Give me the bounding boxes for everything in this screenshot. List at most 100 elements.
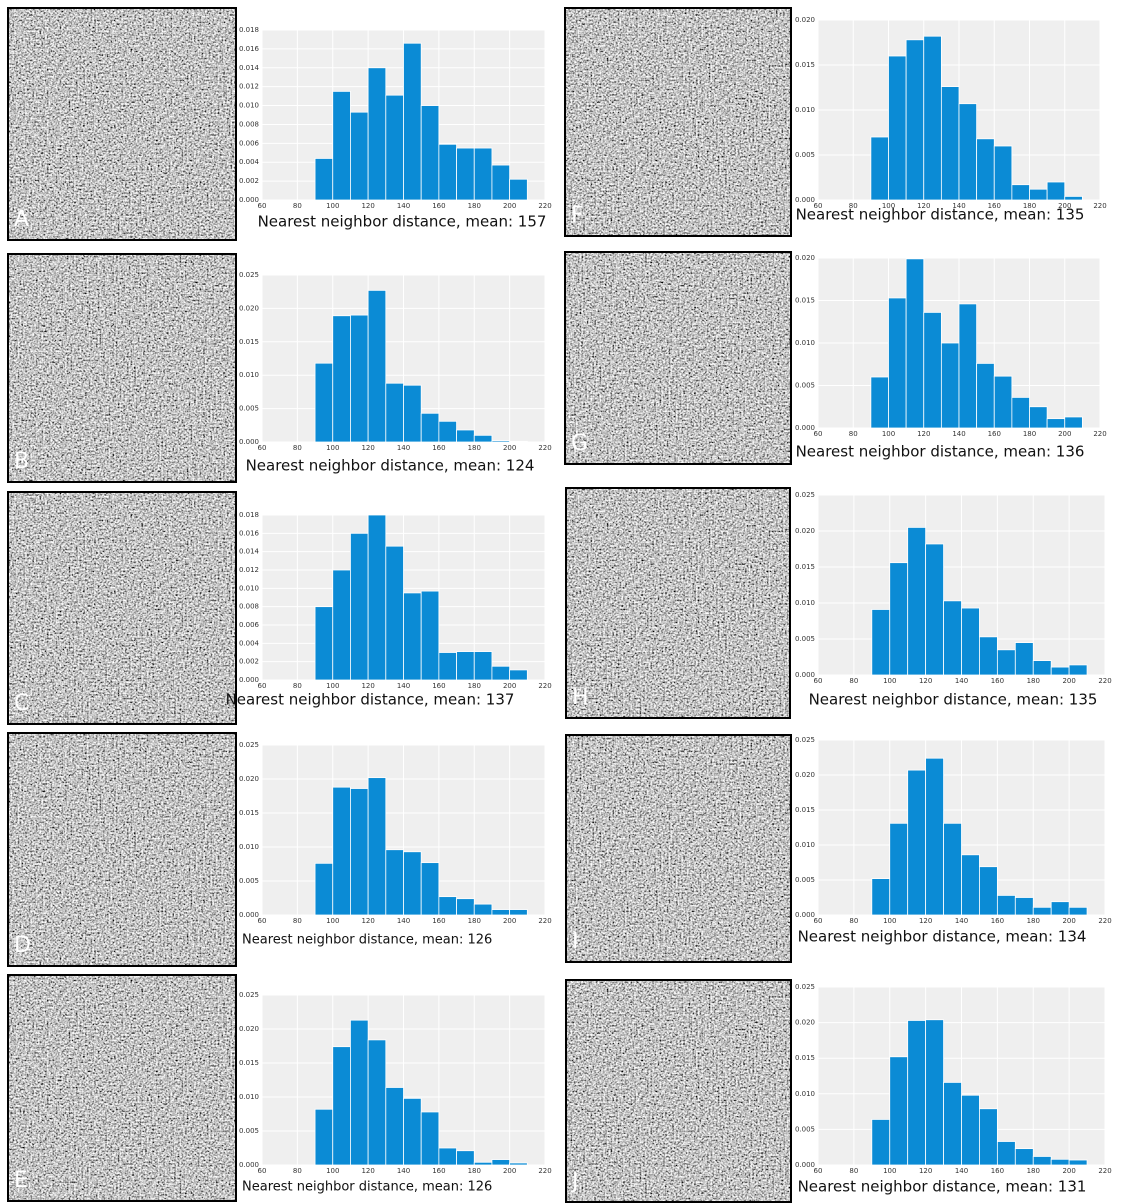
bar <box>870 376 889 429</box>
panel: G 60 80 100 120 140 160 180 200 220 0.000 0.005 0.01… <box>564 251 1107 465</box>
x-tick-label: 160 <box>988 430 1001 438</box>
y-tick-label: 0.010 <box>239 1093 259 1101</box>
y-tick-label: 0.018 <box>239 511 259 519</box>
bar <box>367 67 387 201</box>
bar <box>871 609 891 676</box>
x-tick-label: 140 <box>952 202 965 210</box>
x-tick-label: 80 <box>293 1167 302 1175</box>
panel-label: G <box>571 431 588 456</box>
x-tick-label: 180 <box>1027 677 1040 685</box>
x-tick-label: 220 <box>538 1167 551 1175</box>
x-tick-label: 140 <box>955 1167 968 1175</box>
bar <box>438 896 457 916</box>
bar <box>1068 664 1088 676</box>
micrograph-border <box>565 487 791 719</box>
bar <box>367 514 387 681</box>
bar <box>1046 181 1066 201</box>
micrograph-border <box>564 7 792 237</box>
bar <box>314 362 334 443</box>
y-tick-label: 0.010 <box>795 106 815 114</box>
x-tick-label: 60 <box>814 202 823 210</box>
bar <box>940 86 960 201</box>
x-tick-label: 160 <box>988 202 1001 210</box>
bar <box>420 412 440 443</box>
x-tick-label: 220 <box>1093 430 1106 438</box>
y-tick-label: 0.015 <box>795 297 815 305</box>
x-axis-label: Nearest neighbor distance, mean: 136 <box>796 443 1085 461</box>
bar <box>923 311 942 429</box>
x-tick-label: 140 <box>955 677 968 685</box>
bar <box>385 849 404 916</box>
bar <box>889 822 909 916</box>
x-tick-label: 60 <box>258 202 267 210</box>
bar <box>1014 642 1034 676</box>
x-tick-label: 120 <box>919 677 932 685</box>
y-tick-label: 0.014 <box>239 64 260 72</box>
x-tick-label: 220 <box>1098 1167 1111 1175</box>
x-tick-label: 80 <box>849 1167 858 1175</box>
y-tick-label: 0.015 <box>239 338 259 346</box>
x-tick-label: 60 <box>814 677 823 685</box>
bar <box>385 545 404 681</box>
x-tick-label: 220 <box>538 202 551 210</box>
x-axis-label: Nearest neighbor distance, mean: 135 <box>809 691 1098 709</box>
x-tick-label: 100 <box>326 682 339 690</box>
y-tick-label: 0.006 <box>239 139 260 147</box>
bar <box>943 1082 962 1166</box>
panel-label: A <box>14 207 29 232</box>
bar <box>961 854 980 916</box>
y-tick-label: 0.002 <box>239 658 259 666</box>
x-tick-label: 140 <box>397 444 410 452</box>
bar <box>888 297 907 429</box>
y-tick-label: 0.016 <box>239 529 260 537</box>
x-tick-label: 120 <box>917 430 930 438</box>
y-tick-label: 0.005 <box>239 405 259 413</box>
x-tick-label: 120 <box>361 917 374 925</box>
bar <box>1011 396 1030 429</box>
y-tick-label: 0.010 <box>239 843 259 851</box>
micrograph-border <box>565 734 792 963</box>
micrograph <box>8 254 236 482</box>
bar <box>332 315 351 443</box>
y-tick-label: 0.000 <box>795 424 815 432</box>
bar <box>889 562 909 676</box>
bar <box>1029 406 1048 429</box>
y-tick-label: 0.005 <box>795 151 815 159</box>
x-axis-label: Nearest neighbor distance, mean: 157 <box>258 213 547 231</box>
bar <box>456 147 475 201</box>
micrograph-border <box>564 251 792 465</box>
x-tick-label: 120 <box>917 202 930 210</box>
x-tick-label: 120 <box>361 202 374 210</box>
bar <box>993 375 1013 429</box>
y-tick-label: 0.015 <box>795 1054 815 1062</box>
x-tick-label: 220 <box>538 444 551 452</box>
y-tick-label: 0.014 <box>239 548 260 556</box>
bar <box>1032 1156 1052 1166</box>
panel: D 60 80 100 120 140 160 180 200 220 0.000 0.005 0.01… <box>7 732 552 967</box>
y-tick-label: 0.020 <box>795 771 815 779</box>
y-tick-label: 0.025 <box>795 491 815 499</box>
x-tick-label: 200 <box>503 682 516 690</box>
bar <box>350 314 369 443</box>
bar <box>509 909 528 916</box>
y-tick-label: 0.020 <box>239 775 259 783</box>
micrograph-border <box>565 979 792 1203</box>
bar <box>996 649 1016 676</box>
x-tick-label: 200 <box>1062 677 1075 685</box>
bar <box>976 362 995 429</box>
bar <box>996 895 1016 916</box>
bar <box>332 90 351 201</box>
bar <box>403 42 422 201</box>
y-tick-label: 0.018 <box>239 26 259 34</box>
y-tick-label: 0.025 <box>795 983 815 991</box>
bar <box>473 434 493 443</box>
bar <box>314 158 334 201</box>
y-tick-label: 0.015 <box>795 806 815 814</box>
y-tick-label: 0.012 <box>239 83 259 91</box>
bar <box>888 55 907 201</box>
y-tick-label: 0.025 <box>239 991 259 999</box>
bar <box>491 1159 511 1166</box>
y-tick-label: 0.010 <box>239 102 259 110</box>
x-tick-label: 140 <box>397 682 410 690</box>
bar <box>403 592 422 681</box>
